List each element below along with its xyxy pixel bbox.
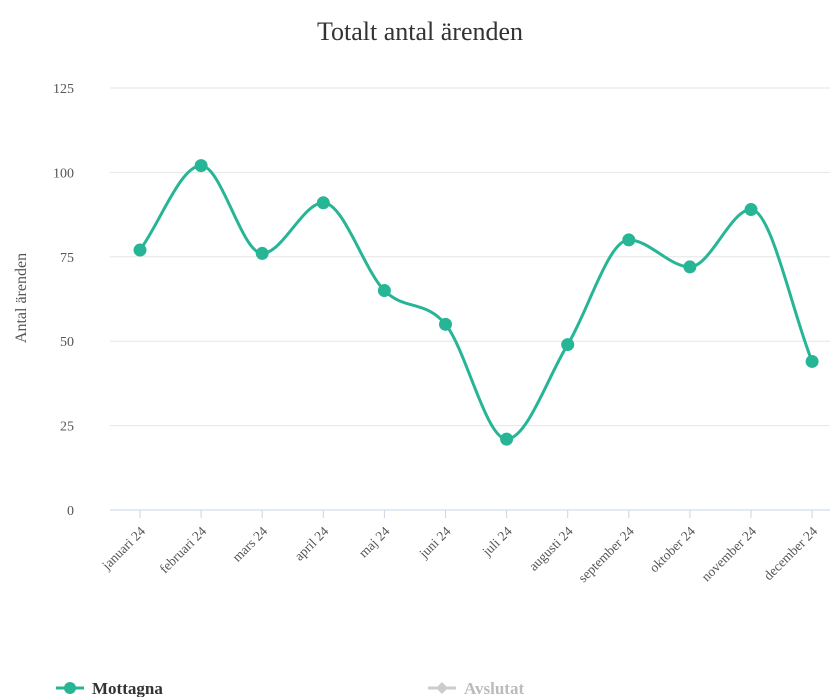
legend-marker-avslutat bbox=[436, 682, 448, 694]
x-tick-label: november 24 bbox=[698, 523, 759, 584]
chart-title: Totalt antal ärenden bbox=[317, 17, 523, 46]
legend-item-mottagna[interactable]: Mottagna bbox=[56, 679, 163, 697]
y-tick-label: 0 bbox=[67, 504, 74, 519]
data-point[interactable] bbox=[133, 243, 147, 257]
data-point[interactable] bbox=[439, 317, 452, 331]
data-point[interactable] bbox=[377, 284, 391, 298]
y-tick-label: 25 bbox=[60, 420, 74, 435]
y-tick-label: 100 bbox=[53, 166, 74, 181]
x-tick-labels: januari 24 februari 24 mars 24 april 24 maj … bbox=[98, 510, 820, 585]
data-point[interactable] bbox=[805, 354, 819, 368]
x-tick-label: maj 24 bbox=[356, 523, 393, 560]
x-tick-label: oktober 24 bbox=[646, 523, 698, 575]
data-point[interactable] bbox=[744, 203, 758, 217]
data-point[interactable] bbox=[561, 338, 575, 352]
y-axis-label: Antal ärenden bbox=[13, 253, 30, 343]
x-tick-label: september 24 bbox=[575, 523, 637, 585]
x-tick-label: mars 24 bbox=[229, 523, 270, 564]
legend-marker-mottagna bbox=[64, 682, 76, 694]
x-tick-label: juni 24 bbox=[416, 523, 454, 561]
gridlines bbox=[110, 87, 830, 427]
x-tick-label: juli 24 bbox=[479, 523, 515, 559]
data-point[interactable] bbox=[500, 432, 514, 446]
data-point[interactable] bbox=[194, 159, 208, 173]
x-tick-label: januari 24 bbox=[98, 523, 148, 573]
x-tick-label: augusti 24 bbox=[526, 523, 576, 573]
legend-label-mottagna: Mottagna bbox=[92, 679, 163, 697]
data-point[interactable] bbox=[683, 260, 697, 274]
data-point[interactable] bbox=[255, 246, 269, 260]
y-tick-label: 50 bbox=[60, 335, 74, 350]
y-tick-label: 75 bbox=[60, 251, 74, 266]
data-point[interactable] bbox=[316, 196, 330, 210]
x-tick-label: april 24 bbox=[291, 523, 331, 563]
x-tick-label: februari 24 bbox=[156, 523, 209, 576]
y-tick-label: 125 bbox=[53, 82, 74, 97]
x-tick-label: december 24 bbox=[761, 523, 821, 583]
y-tick-labels: 0 25 50 75 100 125 bbox=[53, 82, 74, 519]
legend-label-avslutat: Avslutat bbox=[464, 679, 524, 697]
series-mottagna bbox=[133, 159, 819, 446]
data-point[interactable] bbox=[622, 233, 636, 247]
legend: Mottagna Avslutat bbox=[56, 679, 524, 697]
legend-item-avslutat[interactable]: Avslutat bbox=[428, 679, 524, 697]
series-line-mottagna bbox=[138, 164, 814, 441]
